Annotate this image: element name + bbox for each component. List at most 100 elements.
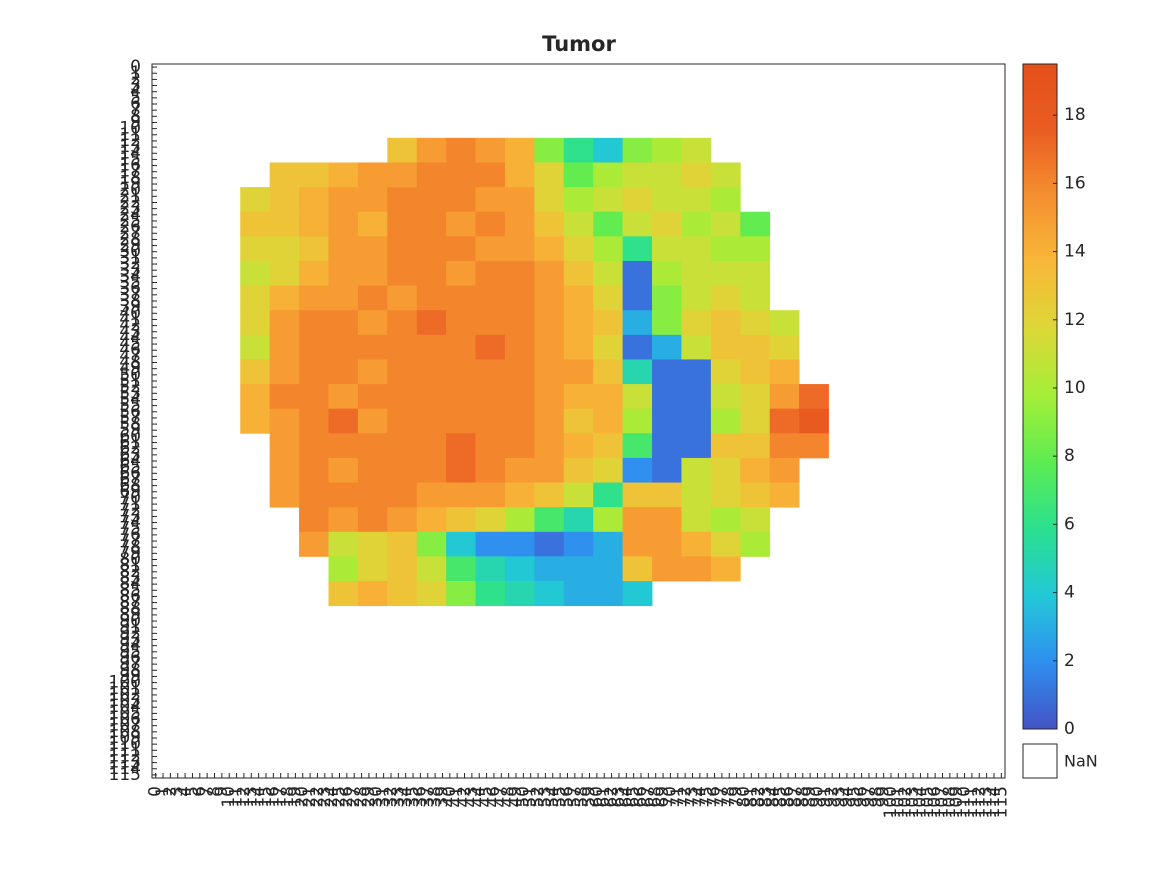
heat-cell — [475, 359, 506, 385]
x-tick-label: 28 — [352, 786, 372, 808]
heat-cell — [681, 187, 712, 213]
heat-cell — [622, 457, 653, 483]
heat-cell — [593, 581, 624, 607]
heat-cell — [710, 359, 741, 385]
x-tick-label: 106 — [925, 786, 945, 818]
x-tick-label: 72 — [675, 786, 695, 808]
y-tick-label: 94 — [119, 636, 141, 656]
heat-cell — [740, 236, 771, 262]
heat-cell — [240, 310, 271, 336]
heat-cell — [534, 581, 565, 607]
heat-cell — [799, 408, 829, 434]
y-tick-label: 46 — [119, 340, 141, 360]
heat-cell — [328, 433, 359, 459]
heat-cell — [710, 384, 741, 410]
heat-cell — [563, 359, 594, 385]
heat-cell — [387, 433, 418, 459]
heat-cell — [269, 408, 300, 434]
colorbar-tick-label: 0 — [1064, 719, 1075, 739]
heat-cell — [387, 482, 418, 508]
y-tick-label: 25 — [119, 211, 141, 231]
heat-cell — [534, 556, 565, 582]
heat-cell — [416, 236, 447, 262]
y-tick-label: 109 — [109, 728, 141, 748]
y-tick-label: 96 — [119, 648, 141, 668]
heat-cell — [240, 236, 271, 262]
x-tick-label: 19 — [285, 786, 305, 808]
colorbar-tick-label: 18 — [1064, 105, 1086, 125]
heat-cell — [416, 581, 447, 607]
y-tick-label: 101 — [109, 679, 141, 699]
heat-cell — [387, 187, 418, 213]
y-tick-label: 78 — [119, 537, 141, 557]
x-tick-label: 38 — [425, 786, 445, 808]
heat-cell — [652, 507, 682, 533]
heat-cell — [269, 211, 300, 237]
x-tick-label: 48 — [499, 786, 519, 808]
heat-cell — [769, 482, 800, 508]
y-tick-label: 92 — [119, 623, 141, 643]
heat-cell — [710, 236, 741, 262]
y-tick-label: 79 — [119, 543, 141, 563]
x-tick-label: 109 — [947, 786, 967, 818]
heat-cell — [681, 408, 712, 434]
heat-cell — [681, 236, 712, 262]
heat-cell — [240, 334, 271, 360]
heat-cell — [269, 334, 300, 360]
x-tick-label: 85 — [771, 786, 791, 808]
x-tick-label: 39 — [432, 786, 452, 808]
y-tick-label: 60 — [119, 426, 141, 446]
heat-cell — [357, 531, 388, 557]
y-tick-label: 76 — [119, 525, 141, 545]
x-tick-label: 111 — [962, 786, 982, 818]
colorbar — [1022, 63, 1058, 730]
y-tick-label: 11 — [119, 125, 141, 145]
y-tick-label: 39 — [119, 297, 141, 317]
y-tick-label: 52 — [119, 377, 141, 397]
heat-cell — [534, 507, 565, 533]
y-tick-label: 31 — [119, 248, 141, 268]
heat-cell — [622, 531, 653, 557]
x-tick-label: 56 — [557, 786, 577, 808]
heat-cell — [593, 137, 624, 163]
heat-cell — [387, 507, 418, 533]
heat-cell — [652, 433, 682, 459]
heat-cell — [475, 433, 506, 459]
x-tick-label: 50 — [513, 786, 533, 808]
heat-cell — [710, 285, 741, 311]
y-tick-label: 81 — [119, 556, 141, 576]
y-tick-label: 3 — [130, 76, 141, 96]
x-tick-label: 41 — [447, 786, 467, 808]
y-tick-label: 105 — [109, 703, 141, 723]
x-tick-label: 27 — [344, 786, 364, 808]
heat-cell — [357, 507, 388, 533]
heat-cell — [681, 260, 712, 286]
y-tick-label: 47 — [119, 346, 141, 366]
y-tick-label: 58 — [119, 414, 141, 434]
x-tick-label: 40 — [440, 786, 460, 808]
heat-cell — [681, 359, 712, 385]
heat-cell — [299, 211, 329, 237]
heat-cell — [416, 359, 447, 385]
y-tick-label: 114 — [109, 759, 141, 779]
x-tick-label: 62 — [602, 786, 622, 808]
heat-cell — [387, 359, 418, 385]
heat-cell — [534, 482, 565, 508]
heat-cell — [475, 310, 506, 336]
heat-cell — [504, 285, 535, 311]
x-tick-label: 35 — [403, 786, 423, 808]
x-tick-label: 94 — [837, 786, 857, 808]
y-tick-label: 77 — [119, 531, 141, 551]
x-tick-label: 108 — [940, 786, 960, 818]
x-tick-label: 37 — [418, 786, 438, 808]
y-tick-label: 4 — [130, 82, 141, 102]
heat-cell — [269, 457, 300, 483]
heat-cell — [299, 310, 329, 336]
heat-cell — [593, 507, 624, 533]
x-tick-label: 92 — [822, 786, 842, 808]
heat-cell — [357, 285, 388, 311]
heat-cell — [504, 507, 535, 533]
heat-cell — [504, 310, 535, 336]
heat-cell — [622, 433, 653, 459]
heat-cell — [563, 162, 594, 188]
